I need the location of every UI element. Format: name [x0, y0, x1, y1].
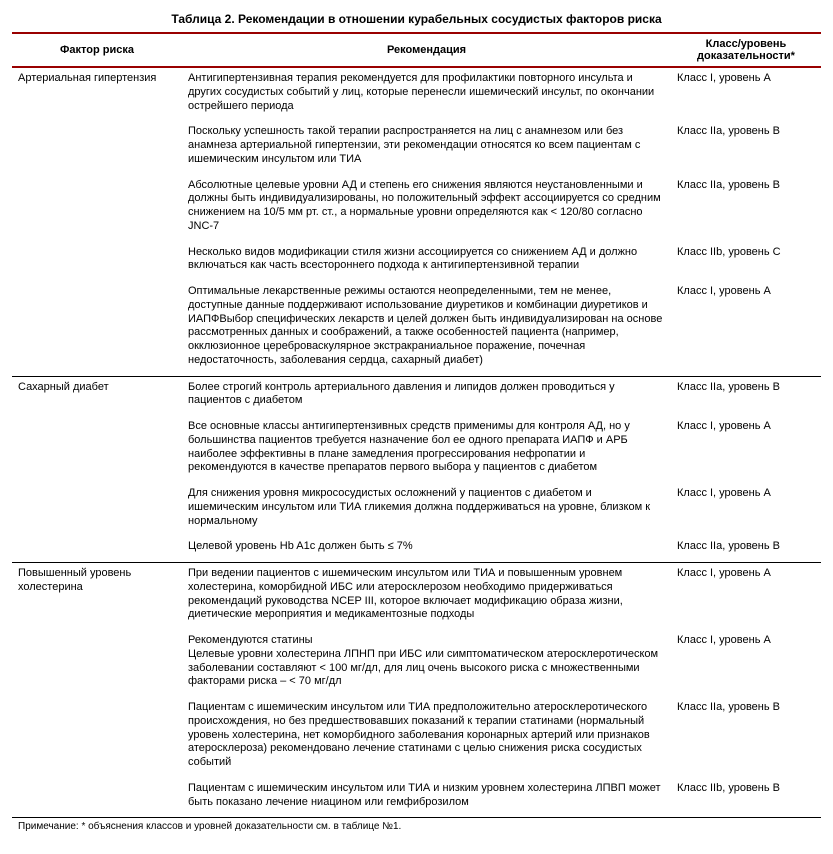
- table-row: Несколько видов модификации стиля жизни …: [12, 242, 821, 282]
- header-evidence: Класс/уровень доказательности*: [671, 33, 821, 67]
- recommendation-cell: Пациентам с ишемическим инсультом или ТИ…: [182, 778, 671, 818]
- recommendation-cell: Антигипертензивная терапия рекомендуется…: [182, 67, 671, 121]
- factor-cell: Сахарный диабет: [12, 376, 182, 416]
- evidence-cell: Класс IIb, уровень С: [671, 242, 821, 282]
- factor-cell: [12, 281, 182, 376]
- recommendation-cell: Более строгий контроль артериального дав…: [182, 376, 671, 416]
- table-title: Таблица 2. Рекомендации в отношении кура…: [12, 12, 821, 26]
- recommendation-cell: Для снижения уровня микрососудистых осло…: [182, 483, 671, 536]
- recommendation-cell: Все основные классы антигипертензивных с…: [182, 416, 671, 483]
- recommendation-cell: Оптимальные лекарственные режимы остаютс…: [182, 281, 671, 376]
- recommendation-cell: При ведении пациентов с ишемическим инсу…: [182, 563, 671, 631]
- factor-cell: Повышенный уровень холестерина: [12, 563, 182, 631]
- evidence-cell: Класс IIa, уровень В: [671, 536, 821, 562]
- table-row: Пациентам с ишемическим инсультом или ТИ…: [12, 778, 821, 818]
- factor-cell: [12, 483, 182, 536]
- recommendation-cell: Целевой уровень Hb A1c должен быть ≤ 7%: [182, 536, 671, 562]
- table-row: Пациентам с ишемическим инсультом или ТИ…: [12, 697, 821, 778]
- table-row: Целевой уровень Hb A1c должен быть ≤ 7%К…: [12, 536, 821, 562]
- factor-cell: [12, 175, 182, 242]
- table-row: Все основные классы антигипертензивных с…: [12, 416, 821, 483]
- evidence-cell: Класс IIa, уровень В: [671, 121, 821, 174]
- table-row: Сахарный диабетБолее строгий контроль ар…: [12, 376, 821, 416]
- evidence-cell: Класс IIb, уровень В: [671, 778, 821, 818]
- recommendation-cell: Пациентам с ишемическим инсультом или ТИ…: [182, 697, 671, 778]
- evidence-cell: Класс I, уровень А: [671, 416, 821, 483]
- table-row: Абсолютные целевые уровни АД и степень е…: [12, 175, 821, 242]
- table-row: Оптимальные лекарственные режимы остаютс…: [12, 281, 821, 376]
- recommendation-cell: Рекомендуются статины Целевые уровни хол…: [182, 630, 671, 697]
- header-row: Фактор риска Рекомендация Класс/уровень …: [12, 33, 821, 67]
- evidence-cell: Класс I, уровень А: [671, 563, 821, 631]
- factor-cell: [12, 121, 182, 174]
- factor-cell: [12, 242, 182, 282]
- evidence-cell: Класс I, уровень А: [671, 483, 821, 536]
- header-factor: Фактор риска: [12, 33, 182, 67]
- recommendation-cell: Поскольку успешность такой терапии распр…: [182, 121, 671, 174]
- factor-cell: Артериальная гипертензия: [12, 67, 182, 121]
- evidence-cell: Класс I, уровень А: [671, 281, 821, 376]
- footnote: Примечание: * объяснения классов и уровн…: [12, 818, 821, 842]
- table-row: Для снижения уровня микрососудистых осло…: [12, 483, 821, 536]
- evidence-cell: Класс IIa, уровень В: [671, 697, 821, 778]
- header-recommendation: Рекомендация: [182, 33, 671, 67]
- factor-cell: [12, 536, 182, 562]
- recommendation-cell: Несколько видов модификации стиля жизни …: [182, 242, 671, 282]
- recommendation-cell: Абсолютные целевые уровни АД и степень е…: [182, 175, 671, 242]
- table-row: Рекомендуются статины Целевые уровни хол…: [12, 630, 821, 697]
- evidence-cell: Класс I, уровень А: [671, 630, 821, 697]
- evidence-cell: Класс IIa, уровень В: [671, 376, 821, 416]
- factor-cell: [12, 630, 182, 697]
- evidence-cell: Класс IIa, уровень В: [671, 175, 821, 242]
- evidence-cell: Класс I, уровень А: [671, 67, 821, 121]
- table-row: Повышенный уровень холестеринаПри ведени…: [12, 563, 821, 631]
- table-row: Артериальная гипертензияАнтигипертензивн…: [12, 67, 821, 121]
- recommendations-table: Фактор риска Рекомендация Класс/уровень …: [12, 32, 821, 842]
- factor-cell: [12, 778, 182, 818]
- factor-cell: [12, 697, 182, 778]
- table-row: Поскольку успешность такой терапии распр…: [12, 121, 821, 174]
- factor-cell: [12, 416, 182, 483]
